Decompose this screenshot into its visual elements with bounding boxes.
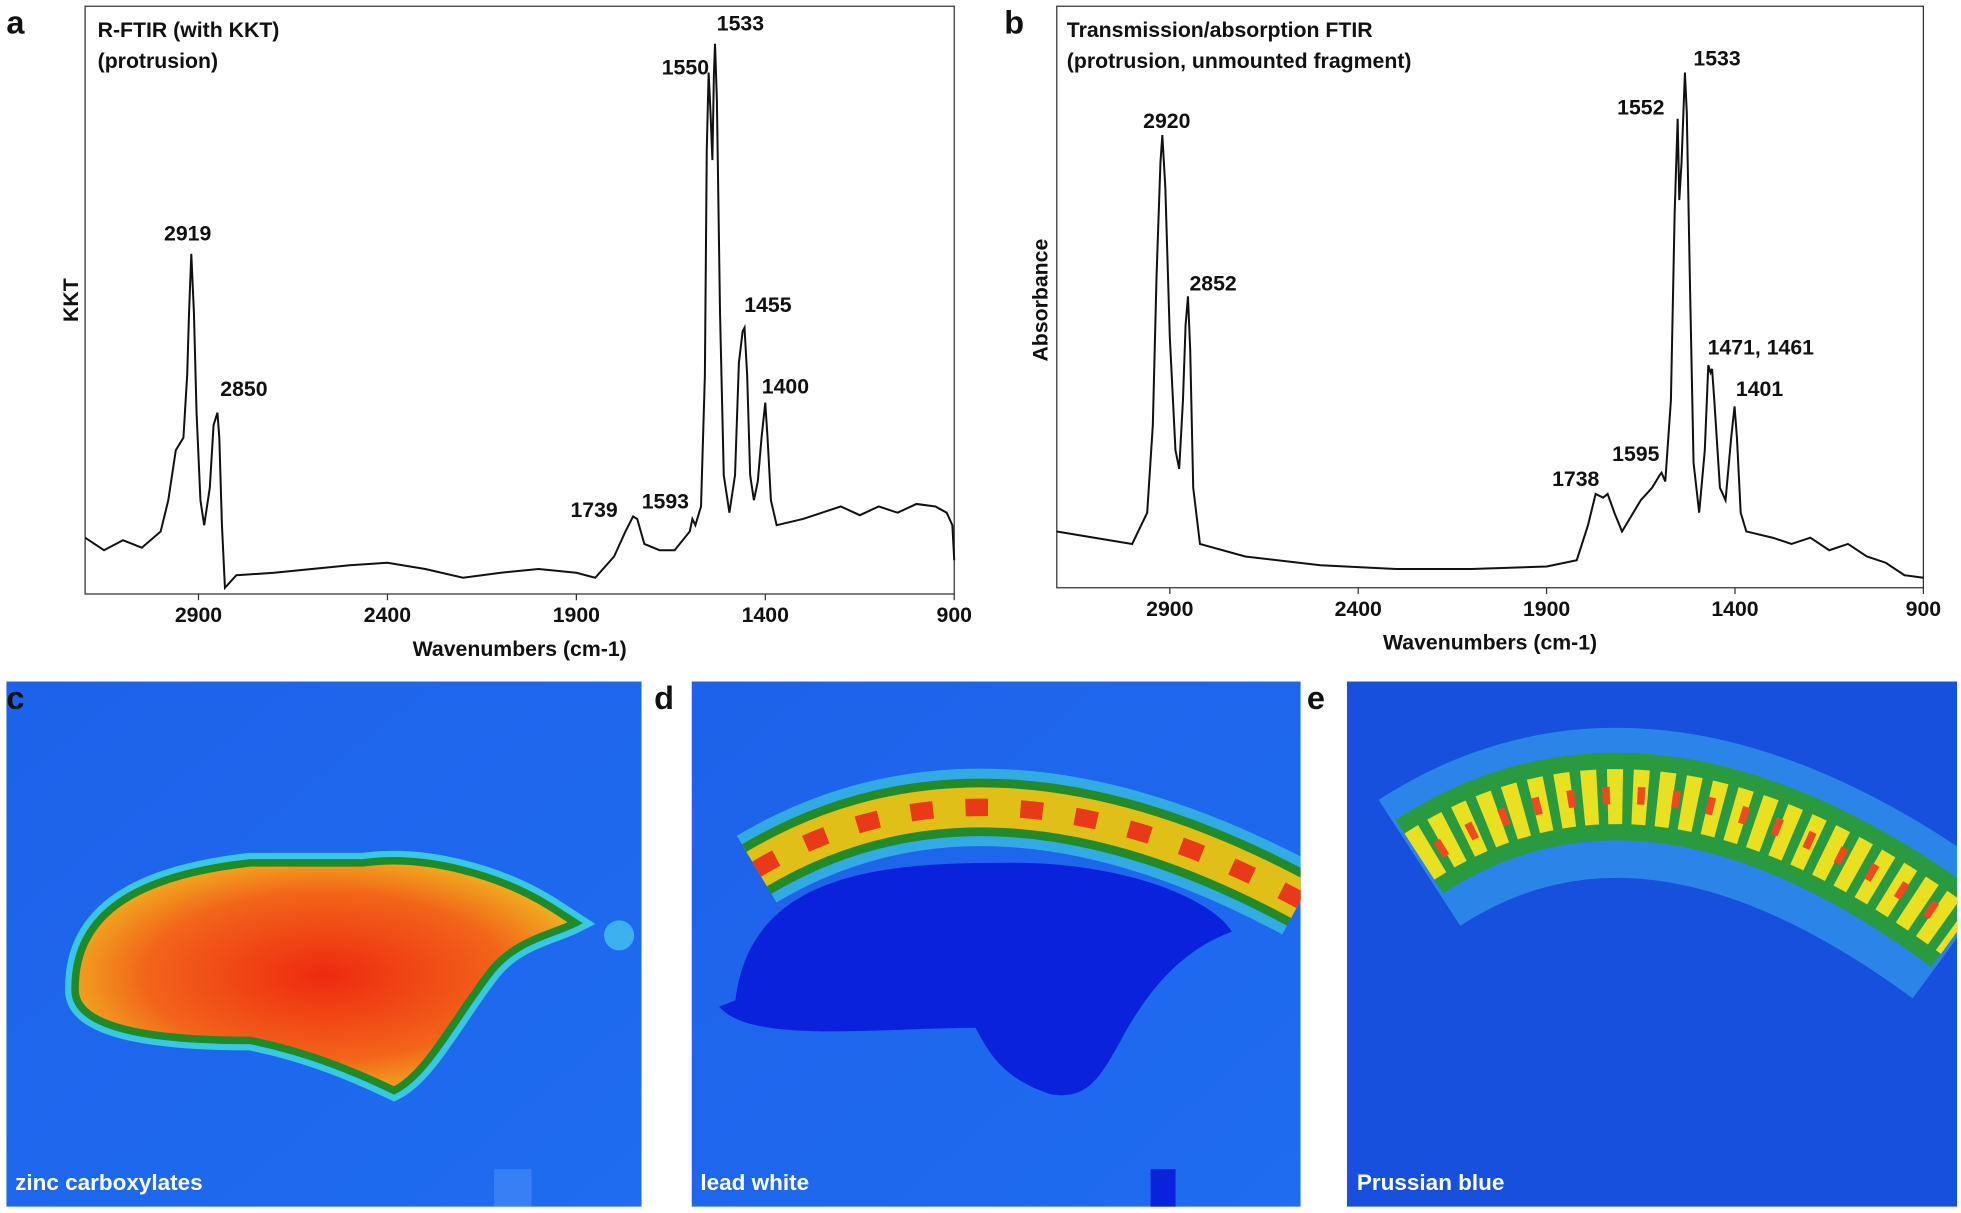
x-tick-label: 2900 [175,603,222,627]
spectrum-line [84,43,956,591]
image-zinc [6,681,642,1207]
peak-label: 2919 [164,222,211,246]
x-tick-label: 1900 [553,603,600,627]
image-caption: zinc carboxylates [15,1170,203,1195]
peak-label: 1400 [762,374,809,398]
peak-label: 1455 [744,293,791,317]
panel-letter: c [6,680,24,716]
peak-label: 1739 [570,498,617,522]
x-tick-label: 2400 [364,603,411,627]
peak-label: 1738 [1552,467,1599,491]
chart-title: (protrusion) [98,49,218,73]
peak-label: 1595 [1612,442,1659,466]
peak-label: 1550 [662,55,709,79]
peak-label: 1401 [1736,377,1783,401]
x-tick-label: 900 [937,603,972,627]
y-axis-label: KKT [59,278,83,322]
image-lead [691,681,1301,1207]
image-prussian [1346,681,1958,1207]
spectrum-line [1056,72,1924,579]
peak-label: 2920 [1143,109,1190,133]
panel-letter: d [654,680,674,716]
y-axis-label: Absorbance [1028,239,1052,362]
panel-letter: b [1004,5,1024,41]
chart-title: Transmission/absorption FTIR [1067,18,1373,42]
image-caption: lead white [700,1170,809,1195]
x-tick-label: 2400 [1335,597,1382,621]
x-axis-label: Wavenumbers (cm-1) [413,637,627,661]
peak-label: 2850 [220,377,267,401]
x-tick-label: 1900 [1523,597,1570,621]
x-tick-label: 2900 [1146,597,1193,621]
chart-title: (protrusion, unmounted fragment) [1067,49,1412,73]
x-axis-label: Wavenumbers (cm-1) [1383,631,1597,655]
x-tick-label: 1400 [742,603,789,627]
peak-label: 1593 [642,489,689,513]
panel-letter: a [6,5,25,41]
panel-letter: e [1307,680,1325,716]
x-tick-label: 1400 [1711,597,1758,621]
image-caption: Prussian blue [1357,1170,1505,1195]
chart-title: R-FTIR (with KKT) [98,18,280,42]
peak-label: 1533 [1693,47,1740,71]
peak-label: 1471, 1461 [1708,336,1815,360]
plot-frame [84,5,955,595]
plot-frame [1056,5,1925,589]
peak-label: 1533 [717,12,764,36]
peak-label: 2852 [1189,272,1236,296]
x-tick-label: 900 [1906,597,1941,621]
peak-label: 1552 [1617,95,1664,119]
